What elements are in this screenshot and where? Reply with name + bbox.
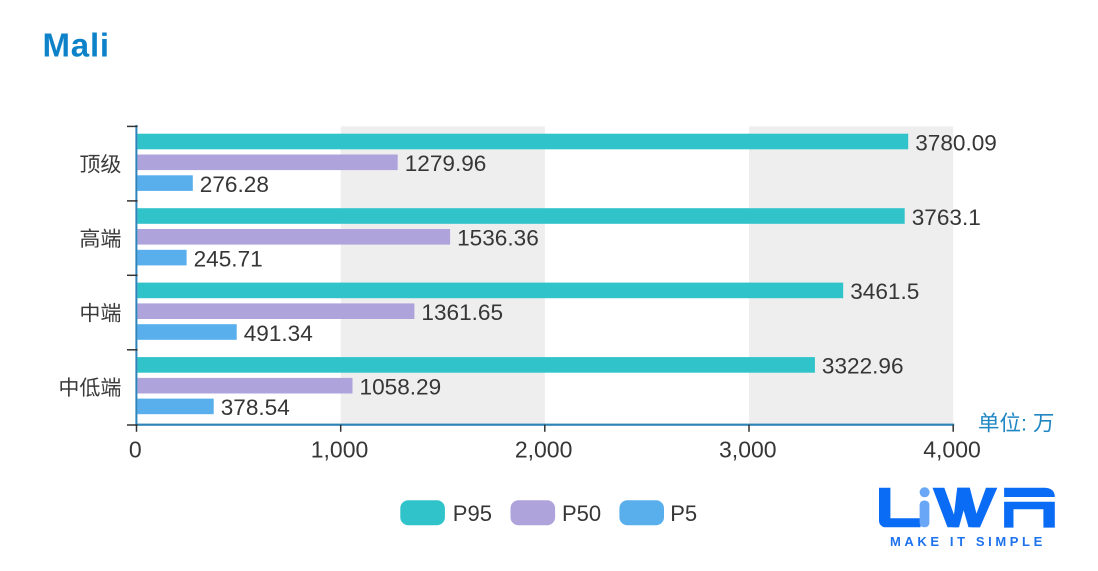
svg-text:1058.29: 1058.29 (360, 375, 442, 400)
svg-text:3780.09: 3780.09 (915, 130, 997, 155)
svg-text:3322.96: 3322.96 (822, 354, 904, 379)
svg-text::: : (1021, 412, 1027, 436)
svg-text:P95: P95 (453, 501, 492, 526)
svg-text:491.34: 491.34 (244, 321, 313, 346)
svg-text:378.54: 378.54 (221, 395, 290, 420)
svg-text:1361.65: 1361.65 (421, 300, 503, 325)
svg-text:3461.5: 3461.5 (850, 279, 919, 304)
svg-text:P5: P5 (670, 501, 697, 526)
svg-text:4,000: 4,000 (923, 437, 981, 463)
svg-text:3763.1: 3763.1 (912, 205, 981, 230)
svg-text:1536.36: 1536.36 (457, 226, 539, 251)
svg-text:Mali: Mali (43, 27, 110, 64)
svg-text:MAKE IT SIMPLE: MAKE IT SIMPLE (890, 534, 1046, 549)
svg-text:2,000: 2,000 (515, 437, 573, 463)
svg-text:0: 0 (129, 437, 142, 463)
svg-text:3,000: 3,000 (719, 437, 777, 463)
svg-text:1279.96: 1279.96 (405, 151, 487, 176)
svg-text:1,000: 1,000 (311, 437, 369, 463)
svg-text:P50: P50 (562, 501, 601, 526)
svg-text:245.71: 245.71 (194, 246, 263, 271)
svg-text:276.28: 276.28 (200, 172, 269, 197)
